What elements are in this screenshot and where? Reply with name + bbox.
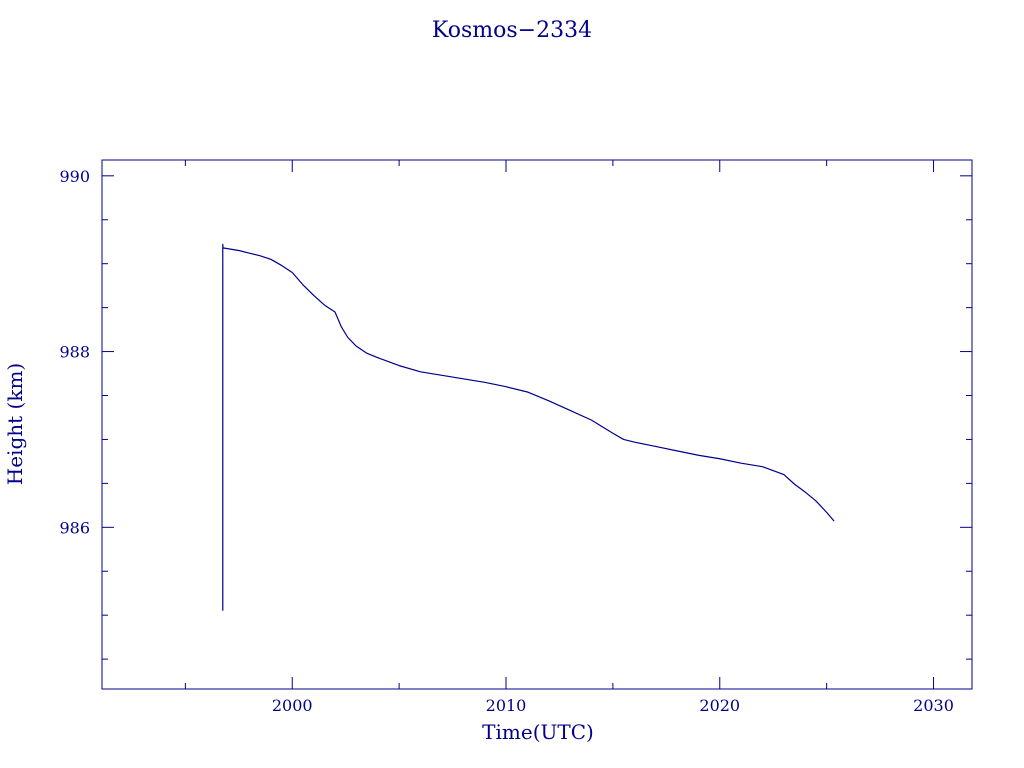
axis-tick-labels: 2000 2010 2020 2030 986 988 990 [59, 167, 953, 715]
x-tick-label: 2030 [913, 696, 954, 715]
plot-frame [101, 159, 973, 690]
y-tick-label: 988 [59, 343, 90, 362]
axis-ticks [102, 160, 972, 689]
y-axis-title: Height (km) [3, 363, 27, 485]
x-tick-label: 2010 [486, 696, 527, 715]
x-tick-label: 2000 [272, 696, 313, 715]
x-tick-label: 2020 [699, 696, 740, 715]
chart-title: Kosmos−2334 [432, 18, 592, 43]
series-line-height [222, 243, 835, 611]
y-tick-label: 990 [59, 167, 90, 186]
y-tick-label: 986 [59, 518, 90, 537]
x-axis-title: Time(UTC) [482, 720, 594, 744]
